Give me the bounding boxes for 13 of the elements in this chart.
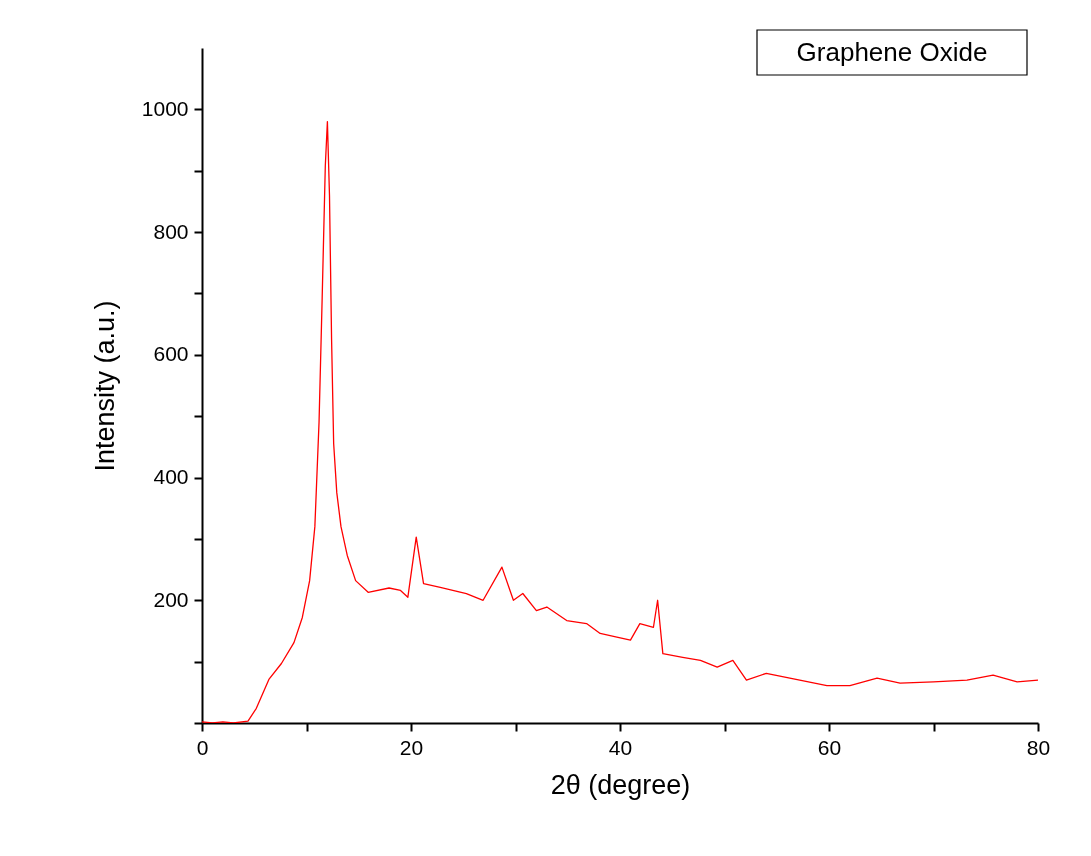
x-tick-label: 0 [196, 735, 209, 759]
annotation: Graphene Oxide [796, 37, 988, 67]
x-tick-label: 40 [608, 735, 633, 759]
x-tick-label: 60 [817, 735, 842, 759]
y-axis-title: Intensity (a.u.) [89, 300, 120, 472]
y-tick-label: 600 [153, 342, 189, 366]
y-tick-label: 200 [153, 587, 189, 611]
y-tick-label: 400 [153, 465, 189, 489]
x-tick-label: 20 [399, 735, 424, 759]
y-tick-label: 1000 [141, 96, 189, 120]
y-tick-label: 800 [153, 219, 189, 243]
x-tick-label: 80 [1026, 735, 1051, 759]
x-axis-title: 2θ (degree) [550, 769, 691, 800]
